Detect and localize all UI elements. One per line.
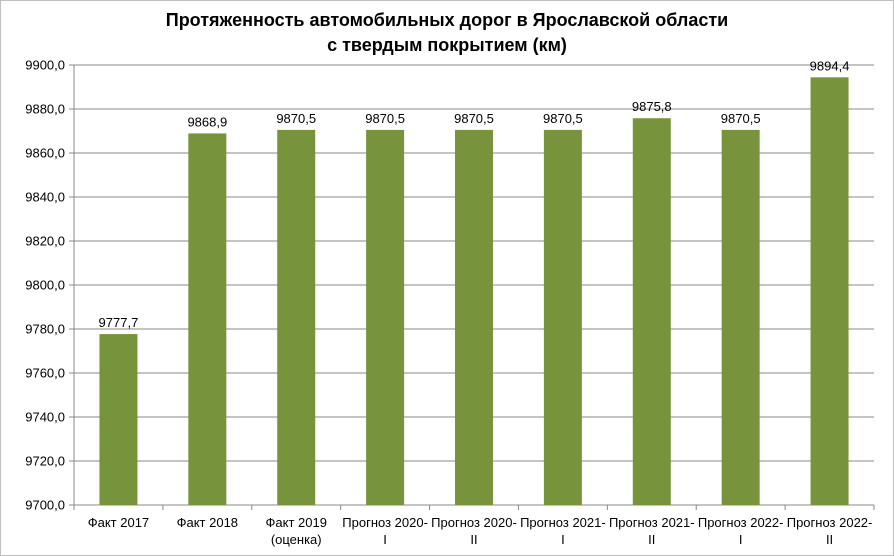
- bar: [277, 129, 316, 505]
- data-label: 9870,5: [454, 111, 494, 126]
- x-tick-label: Прогноз 2020-: [431, 515, 517, 530]
- bar: [366, 129, 405, 505]
- data-label: 9894,4: [810, 58, 850, 73]
- x-tick-label: I: [739, 532, 743, 547]
- data-label: 9870,5: [365, 111, 405, 126]
- x-tick-label: Прогноз 2021-: [520, 515, 606, 530]
- y-tick-label: 9720,0: [25, 454, 65, 469]
- data-label: 9870,5: [276, 111, 316, 126]
- y-tick-label: 9800,0: [25, 278, 65, 293]
- bar: [99, 334, 138, 505]
- y-tick-label: 9780,0: [25, 322, 65, 337]
- data-label: 9870,5: [721, 111, 761, 126]
- y-tick-label: 9900,0: [25, 58, 65, 73]
- y-tick-label: 9740,0: [25, 410, 65, 425]
- chart-subtitle: с твердым покрытием (км): [327, 35, 567, 55]
- data-label: 9870,5: [543, 111, 583, 126]
- x-tick-label: Факт 2019: [266, 515, 327, 530]
- y-tick-label: 9700,0: [25, 498, 65, 513]
- y-tick-label: 9820,0: [25, 234, 65, 249]
- y-tick-label: 9840,0: [25, 190, 65, 205]
- x-tick-label: II: [648, 532, 655, 547]
- y-tick-label: 9880,0: [25, 102, 65, 117]
- x-tick-label: II: [470, 532, 477, 547]
- bar: [810, 77, 849, 505]
- x-tick-label: I: [383, 532, 387, 547]
- x-tick-label: Факт 2018: [177, 515, 238, 530]
- data-label: 9875,8: [632, 99, 672, 114]
- data-label: 9777,7: [99, 315, 139, 330]
- data-label: 9868,9: [187, 114, 227, 129]
- bar: [632, 118, 671, 506]
- x-tick-label: II: [826, 532, 833, 547]
- x-tick-label: Прогноз 2022-: [787, 515, 873, 530]
- x-tick-label: Факт 2017: [88, 515, 149, 530]
- chart-title: Протяженность автомобильных дорог в Ярос…: [165, 10, 729, 30]
- y-tick-label: 9760,0: [25, 366, 65, 381]
- y-tick-label: 9860,0: [25, 146, 65, 161]
- bar: [188, 133, 227, 506]
- x-tick-label: (оценка): [271, 532, 322, 547]
- x-tick-label: Прогноз 2022-: [698, 515, 784, 530]
- x-tick-label: Прогноз 2020-: [342, 515, 428, 530]
- x-tick-label: I: [561, 532, 565, 547]
- bar: [721, 129, 760, 505]
- bar: [543, 129, 582, 505]
- x-tick-label: Прогноз 2021-: [609, 515, 695, 530]
- bar: [455, 129, 493, 505]
